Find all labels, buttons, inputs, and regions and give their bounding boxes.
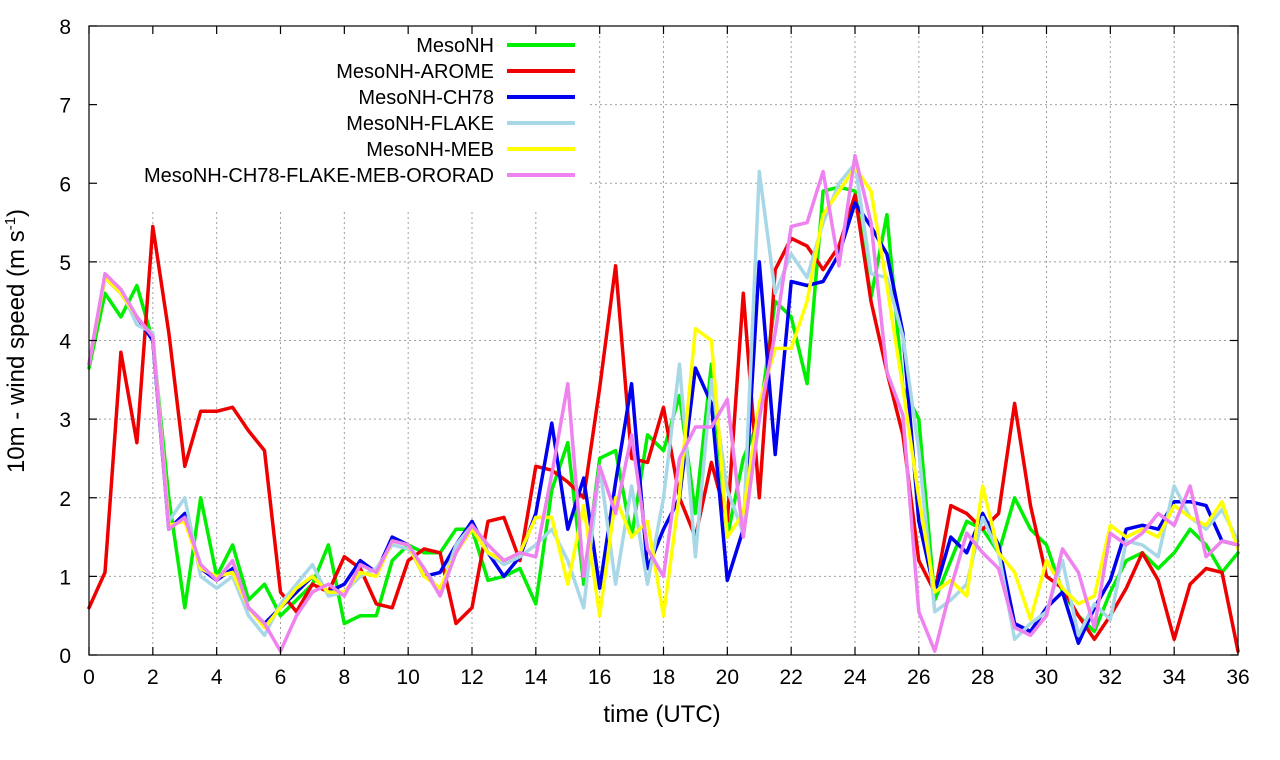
x-tick-label: 20 bbox=[716, 666, 739, 689]
y-tick-label: 0 bbox=[59, 645, 71, 668]
x-tick-label: 22 bbox=[779, 666, 802, 689]
y-tick-label: 2 bbox=[59, 488, 71, 511]
y-tick-label: 7 bbox=[59, 95, 71, 118]
x-tick-label: 28 bbox=[971, 666, 994, 689]
x-tick-label: 6 bbox=[275, 666, 287, 689]
legend-label: MesoNH-MEB bbox=[366, 139, 494, 161]
x-tick-label: 34 bbox=[1162, 666, 1186, 689]
legend-label: MesoNH bbox=[416, 35, 494, 57]
legend-label: MesoNH-CH78 bbox=[358, 87, 494, 109]
legend: MesoNH MesoNH-AROME MesoNH-CH78 MesoNH-FLAK… bbox=[144, 35, 575, 187]
legend-label: MesoNH-AROME bbox=[336, 61, 494, 83]
x-tick-label: 10 bbox=[396, 666, 419, 689]
series-group bbox=[87, 153, 1240, 653]
x-tick-label: 26 bbox=[907, 666, 930, 689]
x-tick-label: 2 bbox=[147, 666, 159, 689]
ticks: 0 2 4 6 8 10 12 14 16 18 20 22 24 26 28 30 32 34 360123456… bbox=[59, 16, 1249, 689]
x-tick-label: 32 bbox=[1099, 666, 1122, 689]
y-axis-title: 10m - wind speed (m s-1) bbox=[2, 209, 30, 473]
y-tick-label: 6 bbox=[59, 173, 71, 196]
y-tick-label: 3 bbox=[59, 409, 71, 432]
series-line-mesonh-meb bbox=[87, 165, 1240, 630]
x-tick-label: 16 bbox=[588, 666, 611, 689]
x-tick-label: 0 bbox=[83, 666, 95, 689]
x-tick-label: 30 bbox=[1035, 666, 1058, 689]
x-tick-label: 24 bbox=[843, 666, 867, 689]
x-tick-label: 8 bbox=[338, 666, 350, 689]
x-tick-label: 36 bbox=[1226, 666, 1249, 689]
x-axis-title: time (UTC) bbox=[603, 701, 720, 728]
y-tick-label: 5 bbox=[59, 252, 71, 275]
y-tick-label: 1 bbox=[59, 566, 71, 589]
legend-label: MesoNH-CH78-FLAKE-MEB-ORORAD bbox=[144, 165, 494, 187]
grid bbox=[89, 26, 1238, 655]
x-tick-label: 12 bbox=[460, 666, 483, 689]
y-tick-label: 4 bbox=[59, 331, 71, 354]
x-tick-label: 14 bbox=[524, 666, 548, 689]
series-line-mesonh bbox=[87, 185, 1240, 634]
legend-label: MesoNH-FLAKE bbox=[346, 113, 494, 135]
y-tick-label: 8 bbox=[59, 16, 71, 39]
x-tick-label: 18 bbox=[652, 666, 675, 689]
series-line-mesonh-arome bbox=[87, 193, 1240, 653]
x-tick-label: 4 bbox=[211, 666, 223, 689]
